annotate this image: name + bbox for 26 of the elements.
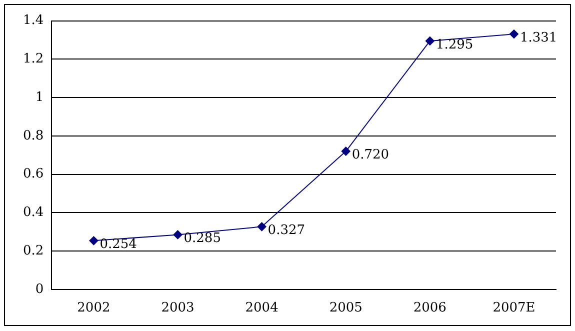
y-tick-label: 0.6 [22, 166, 44, 182]
data-label: 0.327 [268, 223, 306, 238]
x-tick-label: 2007E [492, 300, 536, 316]
data-label: 0.285 [184, 231, 221, 246]
y-tick-label: 1.2 [22, 52, 44, 67]
data-label: 1.295 [436, 37, 474, 52]
y-tick-label: 0.2 [22, 243, 44, 258]
data-label: 0.720 [352, 148, 390, 163]
data-label: 1.331 [520, 30, 558, 46]
x-tick-label: 2004 [245, 300, 278, 316]
point [425, 36, 434, 46]
data-label: 0.254 [100, 237, 137, 252]
point [173, 230, 182, 240]
y-tick-label: 1.4 [22, 13, 44, 28]
x-tick-label: 2005 [329, 300, 362, 316]
point [89, 236, 98, 246]
point [341, 146, 350, 156]
y-tick-label: 0 [35, 282, 44, 297]
y-tick-label: 0.4 [22, 205, 44, 220]
y-tick-label: 1 [35, 90, 44, 105]
y-tick-label: 0.8 [22, 128, 44, 144]
point [257, 222, 266, 232]
x-tick-label: 2003 [161, 300, 194, 316]
x-tick-label: 2002 [77, 300, 110, 316]
x-tick-label: 2006 [413, 300, 446, 316]
point [509, 30, 518, 39]
